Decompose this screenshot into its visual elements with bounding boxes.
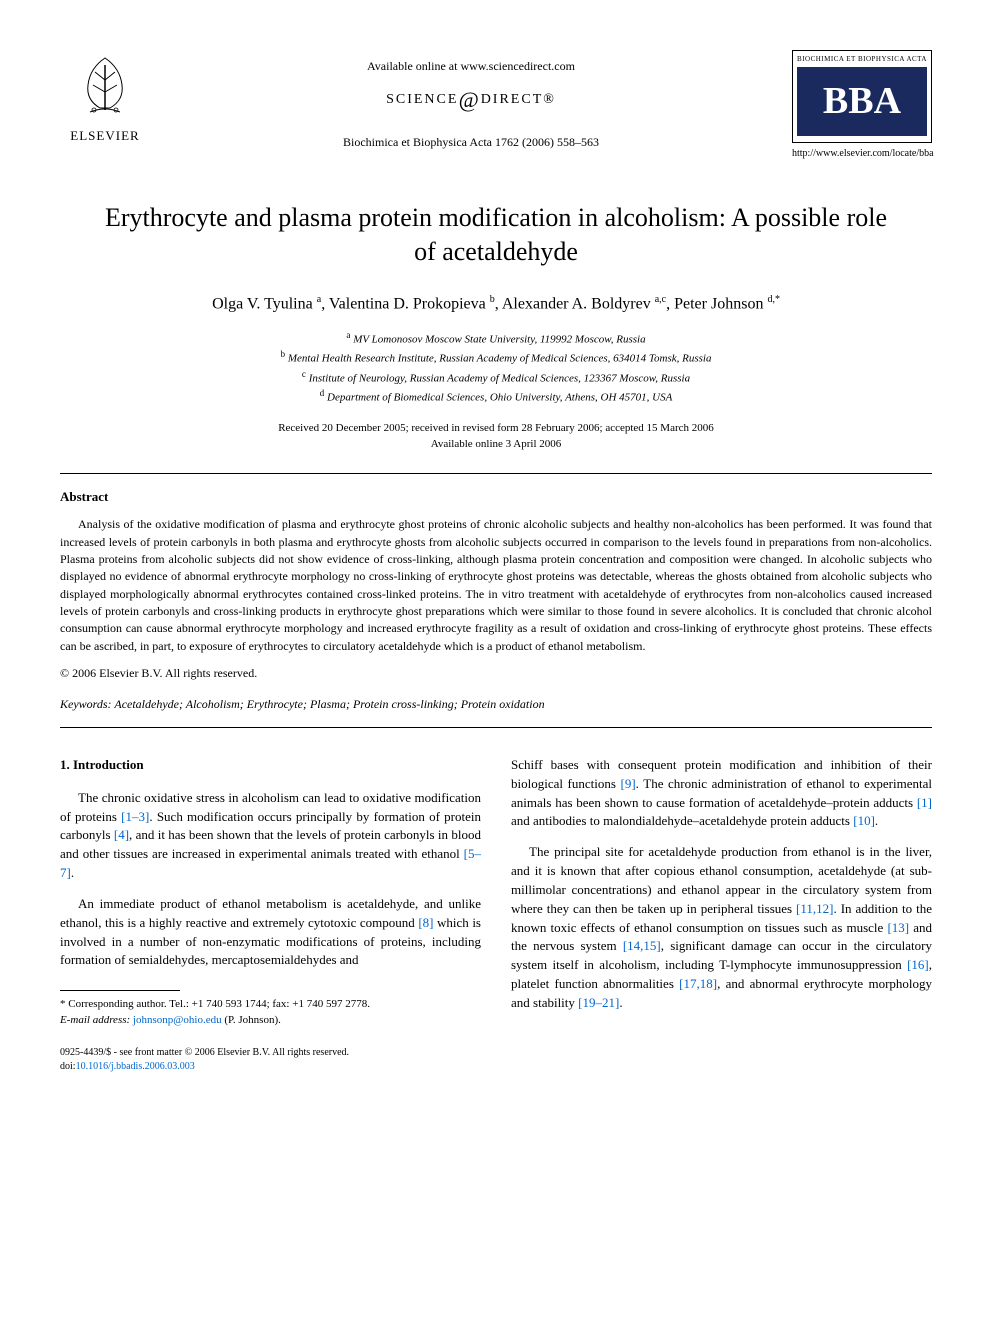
- doi-label: doi:: [60, 1061, 76, 1072]
- sd-at-icon: @: [458, 87, 480, 112]
- page: ELSEVIER Available online at www.science…: [0, 0, 992, 1114]
- article-title: Erythrocyte and plasma protein modificat…: [100, 201, 892, 269]
- header-row: ELSEVIER Available online at www.science…: [60, 50, 932, 161]
- dates-received: Received 20 December 2005; received in r…: [60, 420, 932, 437]
- center-header: Available online at www.sciencedirect.co…: [150, 50, 792, 150]
- keywords: Keywords: Acetaldehyde; Alcoholism; Eryt…: [60, 696, 932, 713]
- citation[interactable]: [14,15]: [623, 938, 661, 953]
- citation[interactable]: [16]: [907, 957, 929, 972]
- journal-logo-block: BIOCHIMICA ET BIOPHYSICA ACTA BBA http:/…: [792, 50, 932, 161]
- email-label: E-mail address:: [60, 1014, 130, 1026]
- doi-link[interactable]: 10.1016/j.bbadis.2006.03.003: [76, 1061, 195, 1072]
- elsevier-tree-icon: [70, 50, 140, 120]
- bba-acronym: BBA: [797, 67, 927, 136]
- doi-line: doi:10.1016/j.bbadis.2006.03.003: [60, 1060, 932, 1074]
- citation[interactable]: [4]: [114, 827, 129, 842]
- citation[interactable]: [8]: [418, 915, 433, 930]
- abstract-body: Analysis of the oxidative modification o…: [60, 516, 932, 655]
- article-dates: Received 20 December 2005; received in r…: [60, 420, 932, 453]
- divider: [60, 727, 932, 728]
- affiliation-d: d Department of Biomedical Sciences, Ohi…: [60, 387, 932, 406]
- intro-p2: An immediate product of ethanol metaboli…: [60, 895, 481, 970]
- citation[interactable]: [1–3]: [121, 809, 149, 824]
- footnote-separator: [60, 990, 180, 991]
- abstract-heading: Abstract: [60, 488, 932, 506]
- citation[interactable]: [10]: [853, 813, 875, 828]
- left-column: 1. Introduction The chronic oxidative st…: [60, 756, 481, 1028]
- email-link[interactable]: johnsonp@ohio.edu: [133, 1014, 222, 1026]
- publisher-logo-block: ELSEVIER: [60, 50, 150, 145]
- corresponding-author-footnote: * Corresponding author. Tel.: +1 740 593…: [60, 997, 481, 1028]
- keywords-text: Acetaldehyde; Alcoholism; Erythrocyte; P…: [114, 697, 544, 711]
- citation[interactable]: [17,18]: [679, 976, 717, 991]
- sd-left: SCIENCE: [386, 92, 458, 107]
- available-online-text: Available online at www.sciencedirect.co…: [150, 58, 792, 75]
- footnote-corr: * Corresponding author. Tel.: +1 740 593…: [60, 997, 481, 1012]
- bba-box: BIOCHIMICA ET BIOPHYSICA ACTA BBA: [792, 50, 932, 143]
- front-matter: 0925-4439/$ - see front matter © 2006 El…: [60, 1046, 932, 1060]
- affiliation-c: c Institute of Neurology, Russian Academ…: [60, 368, 932, 387]
- affiliation-b: b Mental Health Research Institute, Russ…: [60, 348, 932, 367]
- keywords-label: Keywords:: [60, 697, 112, 711]
- journal-reference: Biochimica et Biophysica Acta 1762 (2006…: [150, 134, 792, 151]
- footer-meta: 0925-4439/$ - see front matter © 2006 El…: [60, 1046, 932, 1074]
- section-heading-intro: 1. Introduction: [60, 756, 481, 775]
- citation[interactable]: [1]: [917, 795, 932, 810]
- abstract-copyright: © 2006 Elsevier B.V. All rights reserved…: [60, 665, 932, 682]
- dates-online: Available online 3 April 2006: [60, 436, 932, 453]
- footnote-email-line: E-mail address: johnsonp@ohio.edu (P. Jo…: [60, 1013, 481, 1028]
- affiliations: a MV Lomonosov Moscow State University, …: [60, 329, 932, 406]
- citation[interactable]: [9]: [621, 776, 636, 791]
- intro-p2-cont: Schiff bases with consequent protein mod…: [511, 756, 932, 831]
- publisher-name: ELSEVIER: [60, 127, 150, 145]
- right-column: Schiff bases with consequent protein mod…: [511, 756, 932, 1028]
- divider: [60, 473, 932, 474]
- authors: Olga V. Tyulina a, Valentina D. Prokopie…: [60, 293, 932, 316]
- citation[interactable]: [13]: [887, 920, 909, 935]
- journal-url: http://www.elsevier.com/locate/bba: [792, 147, 932, 161]
- intro-p1: The chronic oxidative stress in alcoholi…: [60, 789, 481, 883]
- bba-full-name: BIOCHIMICA ET BIOPHYSICA ACTA: [797, 55, 927, 65]
- affiliation-a: a MV Lomonosov Moscow State University, …: [60, 329, 932, 348]
- citation[interactable]: [19–21]: [578, 995, 619, 1010]
- email-suffix: (P. Johnson).: [224, 1014, 281, 1026]
- body-columns: 1. Introduction The chronic oxidative st…: [60, 756, 932, 1028]
- citation[interactable]: [11,12]: [796, 901, 833, 916]
- intro-p3: The principal site for acetaldehyde prod…: [511, 843, 932, 1013]
- sd-right: DIRECT®: [481, 92, 556, 107]
- sciencedirect-logo: SCIENCE@DIRECT®: [150, 85, 792, 116]
